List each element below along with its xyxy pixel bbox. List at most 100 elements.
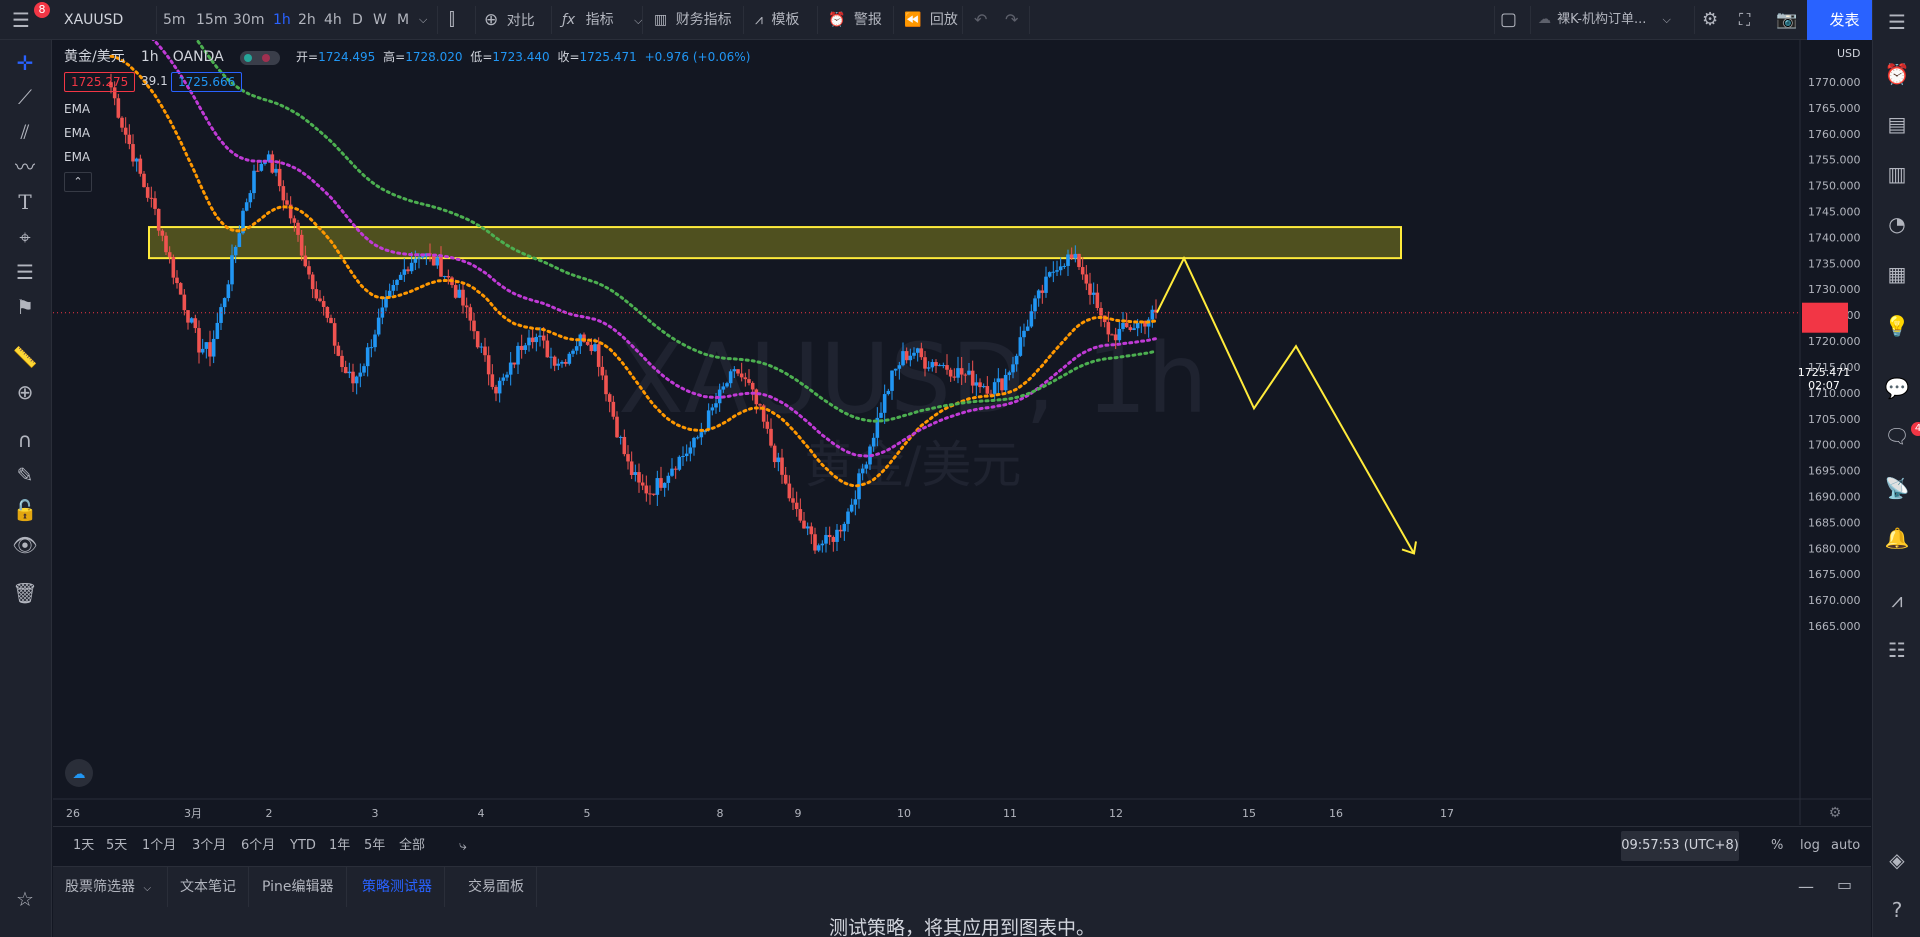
indicator-ema-3[interactable]: EMA	[64, 150, 91, 164]
timeframe-1h[interactable]: 1h	[273, 12, 291, 28]
trash-icon[interactable]: 🗑	[12, 581, 38, 605]
candle-body	[835, 529, 839, 542]
streams-icon[interactable]: 📡	[1884, 476, 1910, 500]
replay-button[interactable]: ⏪ 回放	[904, 0, 958, 40]
eye-icon[interactable]: 👁	[12, 533, 38, 557]
range-0[interactable]: 1天	[73, 838, 95, 853]
undo-icon[interactable]: ↶	[974, 10, 988, 29]
pitchfork-icon[interactable]: ⫽	[20, 120, 30, 144]
ruler-icon[interactable]: 📏	[12, 345, 38, 369]
timeframe-2h[interactable]: 2h	[298, 12, 316, 28]
tradingview-logo-icon[interactable]	[65, 759, 93, 787]
indicators-button[interactable]: ƒx 指标 ⌵	[562, 0, 642, 40]
watchlist-icon[interactable]: ☰	[1888, 10, 1906, 34]
axis-settings-icon[interactable]: ⚙	[1829, 805, 1842, 821]
templates-button[interactable]: ⩘ 模板	[755, 0, 799, 40]
star-icon[interactable]: ☆	[16, 887, 34, 911]
pattern-icon[interactable]: ⌖	[19, 225, 31, 249]
tab-trading-panel[interactable]: 交易面板	[456, 867, 537, 907]
range-1[interactable]: 5天	[106, 838, 128, 853]
compare-button[interactable]: ⊕ 对比	[484, 0, 535, 40]
gear-icon[interactable]: ⚙	[1702, 9, 1719, 30]
timeframe-D[interactable]: D	[352, 12, 363, 28]
candle-body	[651, 493, 656, 495]
tab-strategy-tester[interactable]: 策略测试器	[350, 867, 445, 907]
range-6[interactable]: 1年	[329, 838, 351, 853]
text-icon[interactable]: T	[18, 190, 32, 214]
resistance-zone[interactable]	[148, 226, 1402, 260]
layers-icon[interactable]: ◈	[1889, 848, 1905, 872]
candle-body	[505, 374, 509, 378]
ideas-icon[interactable]: 💡	[1884, 314, 1910, 338]
candle-body	[446, 276, 451, 278]
icons-icon[interactable]: ⚑	[16, 295, 34, 319]
alerts-button[interactable]: ⏰ 警报	[828, 0, 882, 40]
crosshair-icon[interactable]: ✛	[16, 51, 34, 75]
magnet-icon[interactable]: ∩	[17, 428, 33, 452]
minimize-panel-icon[interactable]: —	[1798, 877, 1814, 896]
tab-stock-screener[interactable]: 股票筛选器 ⌵	[53, 867, 168, 907]
legend-title-row[interactable]: 黄金/美元 1h OANDA 开=1724.495 高=1728.020 低=1…	[64, 46, 750, 66]
price-axis[interactable]: 1770.000 1765.000 1760.000 1755.000 1750.000…	[1808, 76, 1861, 633]
range-7[interactable]: 5年	[364, 838, 386, 853]
help-icon[interactable]: ?	[1891, 898, 1903, 922]
timeframe-M[interactable]: M	[397, 12, 410, 28]
range-2[interactable]: 1个月	[142, 838, 177, 853]
fullscreen-icon[interactable]: ⛶	[1739, 10, 1751, 29]
data-window-icon[interactable]: ▤	[1887, 112, 1907, 136]
range-5[interactable]: YTD	[290, 838, 316, 853]
menu-icon[interactable]: ☰	[12, 8, 30, 32]
zoom-in-icon[interactable]: ⊕	[16, 380, 34, 404]
alerts-icon[interactable]: ⏰	[1884, 62, 1910, 86]
projection-path[interactable]	[1156, 255, 1415, 554]
timeframe-W[interactable]: W	[373, 12, 387, 28]
price-chart[interactable]: XAUUSD, 1h 黄金/美元 1770.000 1765.000 1760.00…	[53, 40, 1871, 825]
private-chat-icon[interactable]: 🗨 4	[1883, 422, 1920, 450]
timeframe-30m[interactable]: 30m	[233, 12, 265, 28]
redo-icon[interactable]: ↷	[1005, 10, 1019, 29]
order-panel-icon[interactable]: ☷	[1888, 638, 1906, 662]
collapse-legend-button[interactable]: ⌃	[64, 172, 92, 192]
time-display[interactable]: 09:57:53 (UTC+8)	[1621, 831, 1739, 861]
layout-square-icon[interactable]: ▢	[1500, 9, 1518, 30]
depth-icon[interactable]: ⩘	[1891, 588, 1903, 612]
publish-button[interactable]: 发表	[1807, 0, 1882, 40]
timeframe-5m[interactable]: 5m	[163, 12, 186, 28]
status-toggle[interactable]	[239, 50, 280, 65]
range-3[interactable]: 3个月	[192, 838, 227, 853]
percent-toggle[interactable]: %	[1771, 838, 1784, 853]
timeframe-15m[interactable]: 15m	[196, 12, 228, 28]
range-8[interactable]: 全部	[399, 838, 426, 853]
indicator-ema-1[interactable]: EMA	[64, 102, 91, 116]
forecast-icon[interactable]: ☰	[16, 260, 34, 284]
timeframe-4h[interactable]: 4h	[324, 12, 342, 28]
chevron-down-icon[interactable]: ⌵	[419, 13, 428, 26]
notifications-icon[interactable]: 🔔	[1884, 526, 1910, 550]
time-axis[interactable]: 26 3月 2 3 4 5 8 9 10 11 12 15 16 17	[66, 807, 1454, 820]
symbol-search[interactable]: XAUUSD	[64, 12, 124, 28]
indicator-ema-2[interactable]: EMA	[64, 126, 91, 140]
calendar-icon[interactable]: ▦	[1887, 262, 1907, 286]
trend-line-icon[interactable]: ⟋	[18, 85, 32, 109]
goto-date-icon[interactable]: ⤷	[459, 838, 467, 854]
maximize-panel-icon[interactable]: ▭	[1837, 875, 1853, 894]
camera-icon[interactable]: 📷	[1776, 10, 1798, 30]
range-4[interactable]: 6个月	[241, 838, 276, 853]
bid-box[interactable]: 1725.275	[64, 72, 136, 92]
tab-pine-editor[interactable]: Pine编辑器	[250, 867, 347, 907]
ask-box[interactable]: 1725.666	[171, 72, 243, 92]
auto-toggle[interactable]: auto	[1831, 838, 1861, 853]
chat-icon[interactable]: 💬	[1884, 376, 1910, 400]
candle-style-icon[interactable]: ⫿	[449, 9, 455, 30]
lock-icon[interactable]: 🔓	[12, 498, 38, 522]
brush-icon[interactable]: 〰	[15, 155, 35, 179]
news-icon[interactable]: ▥	[1887, 162, 1907, 186]
price-tick-label: 1760.000	[1808, 128, 1861, 141]
layout-selector[interactable]: ☁ 裸K-机构订单... ⌵	[1538, 0, 1671, 40]
hotlist-icon[interactable]: ◔	[1888, 212, 1906, 236]
financials-button[interactable]: ▥ 财务指标	[654, 0, 732, 40]
price-tick-label: 1695.000	[1808, 465, 1861, 478]
tab-text-notes[interactable]: 文本笔记	[168, 867, 249, 907]
log-toggle[interactable]: log	[1800, 838, 1820, 853]
pencil-lock-icon[interactable]: ✎	[16, 463, 34, 487]
